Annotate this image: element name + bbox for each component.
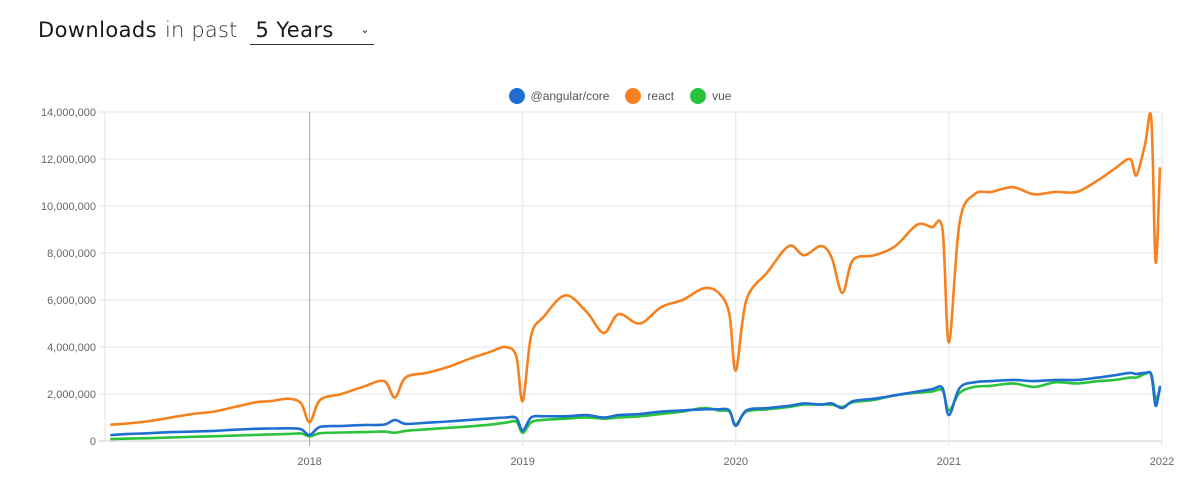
x-tick-label: 2022 [1150, 456, 1174, 468]
time-range-value: 5 Years [255, 18, 334, 42]
y-tick-label: 12,000,000 [41, 154, 96, 166]
time-range-dropdown[interactable]: 5 Years ⌄ [249, 18, 374, 45]
x-axis: 2018 2019 2020 2021 2022 [297, 456, 1174, 468]
legend-label-react: react [647, 89, 675, 103]
legend-label-angular: @angular/core [530, 89, 610, 103]
legend-dot-react-icon [625, 88, 642, 104]
y-tick-label: 2,000,000 [47, 389, 96, 401]
y-tick-label: 4,000,000 [47, 342, 96, 354]
y-tick-label: 8,000,000 [47, 248, 96, 260]
title-in-past: in past [164, 18, 238, 42]
chart-grid [99, 111, 1163, 446]
legend-dot-angular-icon [508, 88, 525, 104]
x-tick-label: 2019 [510, 456, 534, 468]
legend-item-react[interactable]: react [625, 88, 674, 104]
y-tick-label: 10,000,000 [41, 201, 96, 213]
downloads-header: Downloads in past 5 Years ⌄ [38, 18, 374, 58]
legend-item-vue[interactable]: vue [690, 88, 731, 104]
legend-dot-vue-icon [690, 88, 707, 104]
series-line-react[interactable] [110, 112, 1162, 426]
chevron-down-icon: ⌄ [360, 24, 370, 36]
title-downloads: Downloads [38, 18, 157, 42]
legend-label-vue: vue [712, 89, 732, 103]
legend-item-angular[interactable]: @angular/core [508, 88, 610, 104]
y-axis: 0 2,000,000 4,000,000 6,000,000 8,000,000 10,… [41, 107, 96, 448]
series-line-angularcore[interactable] [110, 370, 1162, 437]
chart-series [110, 112, 1162, 441]
y-tick-label: 0 [90, 436, 96, 448]
x-tick-label: 2020 [724, 456, 748, 468]
x-tick-label: 2021 [937, 456, 961, 468]
y-tick-label: 14,000,000 [41, 107, 96, 119]
chart-legend: @angular/core react vue [0, 88, 1200, 104]
y-tick-label: 6,000,000 [47, 295, 96, 307]
x-tick-label: 2018 [297, 456, 321, 468]
